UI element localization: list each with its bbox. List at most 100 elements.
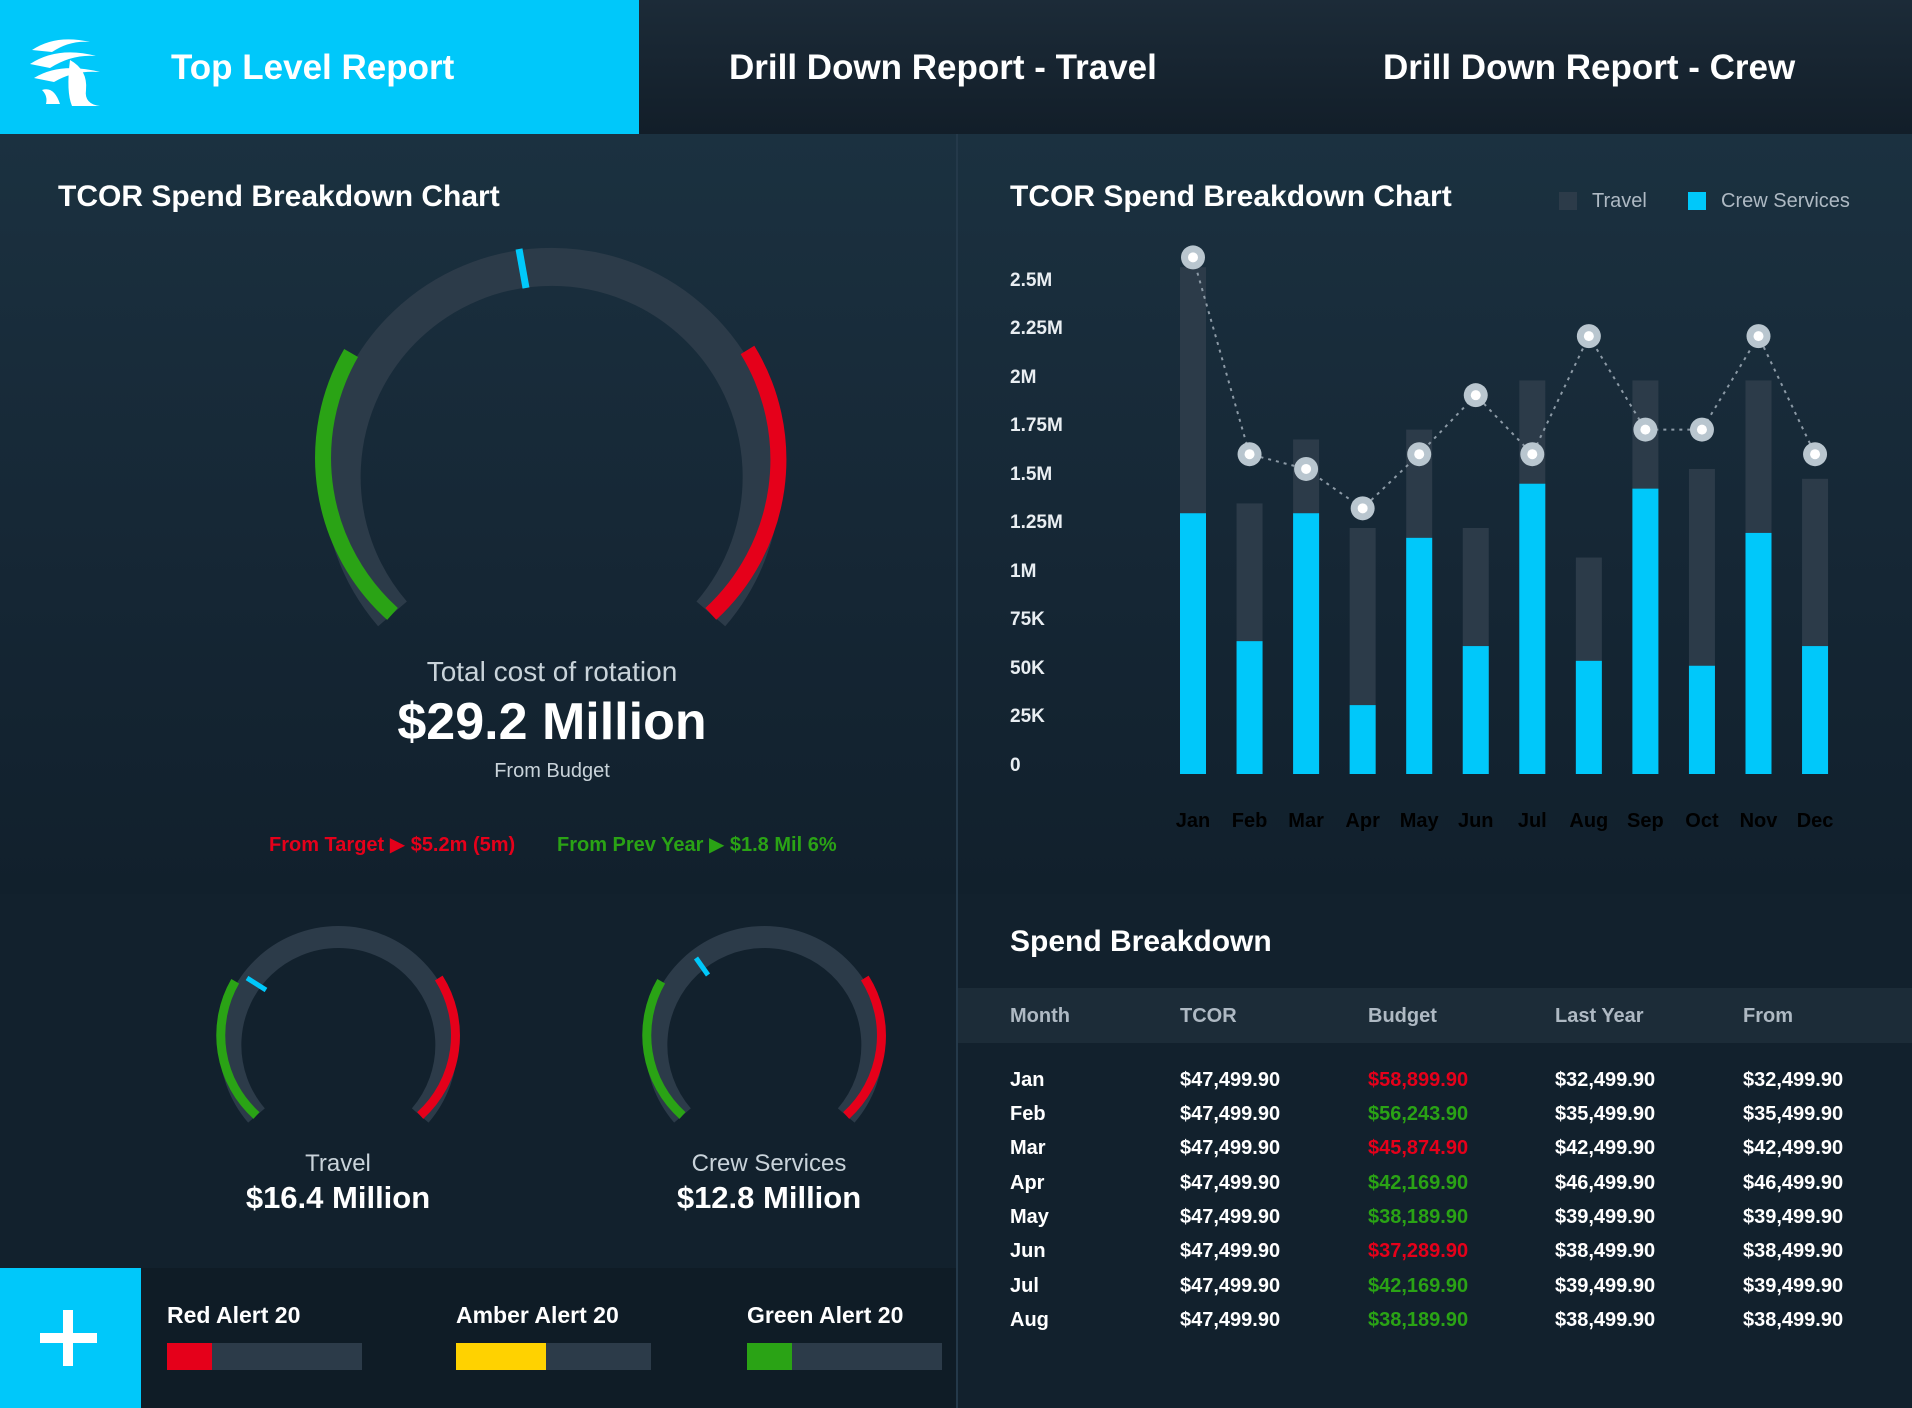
travel-gauge-label: Travel [305, 1150, 371, 1177]
main-gauge [315, 247, 787, 627]
bar-crew-services [1406, 537, 1433, 774]
cell-tcor: $47,499.90 [1180, 1206, 1281, 1228]
green-alert-fill [747, 1343, 792, 1370]
cell-last-year: $39,499.90 [1555, 1206, 1656, 1228]
cell-last-year: $39,499.90 [1555, 1275, 1656, 1297]
cell-budget: $45,874.90 [1368, 1137, 1469, 1159]
trend-point-center [1527, 449, 1538, 460]
green-alert-track [747, 1343, 942, 1370]
panel-divider [956, 134, 958, 1408]
bar-crew-services [1745, 532, 1772, 774]
x-tick-label: Jun [1458, 810, 1494, 832]
cell-tcor: $47,499.90 [1180, 1309, 1281, 1331]
x-tick-label: Jul [1518, 810, 1547, 832]
amber-alert-track [456, 1343, 651, 1370]
amber-alert-label: Amber Alert 20 [456, 1302, 619, 1328]
trend-point-center [1244, 449, 1255, 460]
legend-crew-label: Crew Services [1721, 190, 1850, 212]
cell-month: Mar [1010, 1137, 1046, 1159]
x-tick-label: Dec [1797, 810, 1834, 832]
cell-tcor: $47,499.90 [1180, 1137, 1281, 1159]
column-header-from[interactable]: From [1743, 1005, 1793, 1027]
bar-crew-services [1293, 513, 1320, 774]
from-prev-year-delta: From Prev Year ▶ $1.8 Mil 6% [557, 834, 837, 856]
y-tick-label: 2.25M [1010, 318, 1063, 340]
red-alert-label: Red Alert 20 [167, 1302, 301, 1328]
trend-point-center [1583, 331, 1594, 342]
main-gauge-red-arc [705, 345, 787, 620]
legend-crew-swatch [1688, 192, 1706, 210]
gauge-caption: Total cost of rotation [426, 656, 678, 687]
cell-month: Feb [1010, 1103, 1046, 1125]
cell-month: May [1010, 1206, 1049, 1228]
mini-gauge-panel [0, 894, 956, 1268]
bird-logo-icon [30, 39, 100, 106]
cell-tcor: $47,499.90 [1180, 1275, 1281, 1297]
y-tick-label: 50K [1010, 657, 1045, 679]
alerts-bar [0, 1268, 956, 1408]
bar-crew-services [1802, 646, 1829, 774]
cell-last-year: $38,499.90 [1555, 1309, 1656, 1331]
bar-crew-services [1632, 488, 1659, 774]
green-alert-label: Green Alert 20 [747, 1302, 904, 1328]
tab-top-level-report[interactable] [0, 0, 639, 134]
trend-point-center [1188, 252, 1198, 263]
main-gauge-needle [515, 248, 530, 289]
x-tick-label: Jan [1176, 810, 1210, 832]
y-tick-label: 1M [1010, 560, 1037, 582]
column-header-last-year[interactable]: Last Year [1555, 1005, 1644, 1027]
table-panel [958, 894, 1912, 1408]
gauge-panel-title: TCOR Spend Breakdown Chart [58, 180, 500, 213]
y-tick-label: 1.75M [1010, 415, 1063, 437]
cell-month: Jul [1010, 1275, 1039, 1297]
cell-from: $39,499.90 [1743, 1275, 1844, 1297]
cell-budget: $42,169.90 [1368, 1172, 1469, 1194]
cell-month: Jan [1010, 1069, 1045, 1091]
tab-drill-down-crew[interactable]: Drill Down Report - Crew [1383, 48, 1796, 87]
spend-bar-chart: Jan Feb Mar Apr May Jun Jul Aug Sep Oct Nov Dec [1176, 245, 1834, 832]
travel-gauge-value: $16.4 Million [245, 1180, 431, 1215]
column-header-budget[interactable]: Budget [1368, 1005, 1437, 1027]
amber-alert-fill [456, 1343, 546, 1370]
y-tick-label: 1.25M [1010, 512, 1063, 534]
travel-gauge [216, 926, 460, 1123]
cell-from: $42,499.90 [1743, 1137, 1844, 1159]
bar-crew-services [1349, 705, 1376, 774]
y-tick-label: 2M [1010, 366, 1037, 388]
gauge-subtitle: From Budget [494, 760, 610, 782]
tab-top-level-report-label[interactable]: Top Level Report [171, 48, 455, 87]
cell-from: $35,499.90 [1743, 1103, 1844, 1125]
trend-point-center [1640, 424, 1651, 435]
trend-point-center [1357, 503, 1368, 514]
add-button[interactable] [0, 1268, 141, 1408]
cell-budget: $38,189.90 [1368, 1309, 1469, 1331]
cell-budget: $42,169.90 [1368, 1275, 1469, 1297]
cell-from: $32,499.90 [1743, 1069, 1844, 1091]
bar-crew-services [1688, 665, 1715, 774]
y-tick-label: 0 [1010, 754, 1021, 776]
cell-from: $39,499.90 [1743, 1206, 1844, 1228]
cell-last-year: $38,499.90 [1555, 1240, 1656, 1262]
mini-gauges [216, 926, 886, 1123]
x-tick-label: Feb [1232, 810, 1268, 832]
crew-services-gauge-label: Crew Services [691, 1150, 847, 1177]
cell-budget: $38,189.90 [1368, 1206, 1469, 1228]
column-header-tcor[interactable]: TCOR [1180, 1005, 1237, 1027]
trend-point-center [1696, 424, 1707, 435]
trend-point-center [1301, 463, 1312, 474]
y-tick-label: 1.5M [1010, 463, 1053, 485]
y-tick-label: 2.5M [1010, 270, 1053, 291]
cell-tcor: $47,499.90 [1180, 1240, 1281, 1262]
cell-tcor: $47,499.90 [1180, 1069, 1281, 1091]
cell-from: $38,499.90 [1743, 1240, 1844, 1262]
column-header-month[interactable]: Month [1010, 1005, 1070, 1027]
tab-drill-down-travel[interactable]: Drill Down Report - Travel [729, 48, 1157, 87]
x-tick-label: May [1400, 810, 1440, 832]
x-tick-label: Nov [1740, 810, 1779, 832]
red-alert-track [167, 1343, 362, 1370]
cell-tcor: $47,499.90 [1180, 1172, 1281, 1194]
bar-crew-services [1236, 641, 1263, 774]
legend-travel-swatch [1559, 192, 1577, 210]
trend-point-center [1414, 449, 1425, 460]
x-tick-label: Mar [1288, 810, 1324, 832]
